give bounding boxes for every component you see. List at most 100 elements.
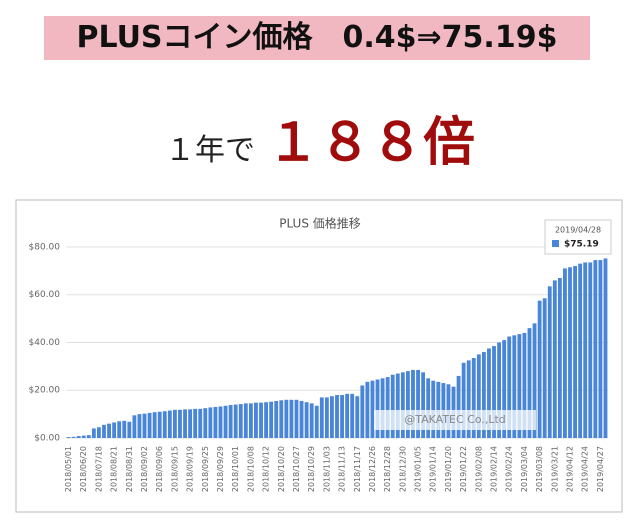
x-tick-label: 2019/04/12 [566, 446, 575, 492]
bar [476, 354, 481, 438]
bar [203, 408, 208, 438]
bar [431, 380, 436, 438]
tooltip-box [544, 219, 612, 255]
bar [487, 348, 491, 438]
x-tick-label: 2019/01/20 [444, 446, 453, 492]
bar [162, 411, 167, 438]
x-tick-label: 2018/10/12 [262, 446, 271, 492]
bar [380, 378, 385, 438]
bar [127, 421, 132, 438]
x-tick-label: 2019/04/24 [581, 446, 590, 492]
x-tick-label: 2018/07/18 [94, 446, 103, 492]
bar [537, 300, 542, 438]
bar [112, 422, 117, 438]
bar [512, 335, 517, 438]
lead: １年で [164, 133, 255, 168]
bar [502, 340, 507, 438]
bar [76, 436, 81, 438]
bar [340, 395, 344, 438]
bar [208, 407, 213, 438]
bar [563, 268, 567, 438]
bar [289, 399, 294, 438]
bar [461, 362, 466, 438]
bar [593, 260, 598, 438]
bar [274, 400, 279, 438]
bar [324, 397, 329, 438]
bar [517, 334, 522, 438]
y-tick-label: $40.00 [29, 338, 61, 348]
bar [411, 369, 415, 438]
x-tick-label: 2018/10/08 [246, 446, 255, 492]
bar [385, 377, 390, 438]
bar [299, 400, 304, 438]
y-tick-label: $60.00 [29, 290, 61, 300]
x-tick-label: 2018/10/01 [231, 446, 240, 492]
bar [330, 396, 334, 438]
bar [248, 403, 253, 438]
bar [122, 420, 127, 438]
bar [598, 260, 603, 438]
bar [481, 352, 486, 438]
bar [547, 286, 552, 438]
x-tick-label: 2018/10/29 [307, 446, 316, 492]
bar [304, 402, 309, 438]
bar [107, 423, 111, 438]
x-tick-label: 2019/02/14 [490, 446, 499, 492]
x-tick-label: 2019/03/08 [535, 446, 544, 492]
bar [405, 371, 410, 438]
x-tick-label: 2018/08/21 [110, 446, 119, 492]
chart-title: PLUS 価格推移 [279, 216, 361, 231]
x-tick-label: 2018/11/17 [353, 446, 362, 492]
x-tick-label: 2018/09/02 [140, 446, 149, 492]
x-tick-label: 2019/01/05 [414, 446, 423, 492]
x-tick-label: 2018/09/25 [201, 446, 210, 492]
bar [426, 378, 431, 438]
bar [137, 414, 142, 438]
x-tick-label: 2018/11/13 [338, 446, 347, 492]
bar [264, 402, 269, 438]
bar [583, 262, 588, 438]
bar [390, 374, 395, 438]
bar [188, 409, 193, 438]
x-tick-label: 2018/05/01 [64, 446, 73, 492]
bar [350, 393, 355, 438]
x-tick-label: 2018/06/20 [79, 446, 88, 492]
bar [71, 436, 76, 438]
x-tick-label: 2019/02/24 [505, 446, 514, 492]
headline: １年で １８８倍 [0, 100, 640, 175]
x-tick-label: 2019/04/27 [596, 446, 605, 492]
y-tick-label: $80.00 [29, 242, 61, 252]
watermark-bg [374, 410, 536, 430]
bar [91, 428, 96, 438]
x-tick-label: 2019/03/04 [520, 446, 529, 492]
bar [193, 408, 198, 438]
bar [345, 393, 350, 438]
bar [172, 409, 177, 438]
bar [578, 263, 583, 438]
bar [436, 381, 441, 438]
bar [532, 323, 537, 438]
bar [294, 399, 299, 438]
watermark: @TAKATEC Co.,Ltd [404, 413, 506, 426]
tooltip-swatch [552, 240, 559, 247]
header-title: PLUSコイン価格 0.4$⇒75.19$ [44, 16, 590, 60]
bar [152, 412, 157, 438]
highlight: １８８倍 [266, 113, 475, 173]
x-tick-label: 2018/09/15 [170, 446, 179, 492]
x-tick-label: 2018/09/06 [155, 446, 164, 492]
bar [259, 402, 263, 438]
x-tick-label: 2018/12/30 [398, 446, 407, 492]
x-tick-label: 2018/12/26 [368, 446, 377, 492]
bar [157, 411, 162, 438]
bar [395, 373, 400, 438]
bar [132, 415, 137, 438]
bar [400, 372, 405, 438]
bar [375, 379, 380, 438]
bar [497, 342, 502, 438]
x-tick-label: 2019/02/08 [474, 446, 483, 492]
bar [243, 403, 248, 438]
x-tick-label: 2018/10/20 [277, 446, 286, 492]
tooltip-value: $75.19 [564, 240, 599, 250]
bar [147, 412, 152, 438]
